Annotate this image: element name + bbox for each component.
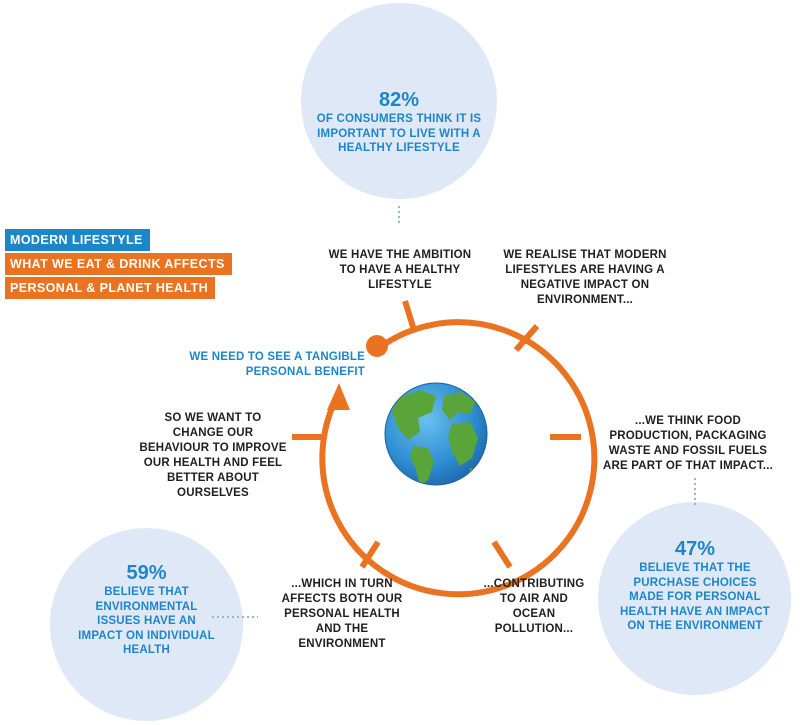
tag-what-we-eat: WHAT WE EAT & DRINK AFFECTS bbox=[5, 253, 232, 275]
dotted-connectors bbox=[212, 206, 696, 618]
benefit-text: WE NEED TO SEE A TANGIBLE PERSONAL BENEF… bbox=[189, 351, 365, 378]
stat-right: 47% BELIEVE THAT THE PURCHASE CHOICES MA… bbox=[609, 537, 781, 634]
tag-personal-planet: PERSONAL & PLANET HEALTH bbox=[5, 277, 216, 299]
stat-bubble-top bbox=[301, 3, 497, 199]
step-change: SO WE WANT TO CHANGE OUR BEHAVIOUR TO IM… bbox=[139, 412, 287, 499]
step-think: ...WE THINK FOOD PRODUCTION, PACKAGING W… bbox=[602, 415, 774, 472]
cycle-spokes bbox=[292, 300, 581, 569]
stat-top: 82% OF CONSUMERS THINK IT IS IMPORTANT T… bbox=[305, 88, 493, 156]
spoke-affects bbox=[359, 540, 381, 569]
stat-right-text: BELIEVE THAT THE PURCHASE CHOICES MADE F… bbox=[619, 562, 771, 632]
start-dot-icon bbox=[366, 335, 388, 357]
stat-right-percent: 47% bbox=[674, 538, 716, 560]
tag-modern-lifestyle: MODERN LIFESTYLE bbox=[5, 229, 150, 251]
stat-left: 59% BELIEVE THAT ENVIRONMENTAL ISSUES HA… bbox=[64, 561, 229, 658]
stat-bubble-left bbox=[50, 528, 243, 721]
stat-top-percent: 82% bbox=[378, 89, 420, 111]
step-contributing: ...CONTRIBUTING TO AIR AND OCEAN POLLUTI… bbox=[483, 578, 585, 635]
step-realise: WE REALISE THAT MODERN LIFESTYLES ARE HA… bbox=[503, 249, 667, 306]
arrow-head-icon bbox=[327, 383, 350, 410]
stat-left-text: BELIEVE THAT ENVIRONMENTAL ISSUES HAVE A… bbox=[78, 586, 215, 656]
stat-top-text: OF CONSUMERS THINK IT IS IMPORTANT TO LI… bbox=[316, 113, 482, 154]
earth-globe-icon bbox=[384, 382, 488, 486]
step-affects: ...WHICH IN TURN AFFECTS BOTH OUR PERSON… bbox=[281, 578, 403, 650]
stat-bubble-right bbox=[598, 502, 791, 695]
step-ambition: WE HAVE THE AMBITION TO HAVE A HEALTHY L… bbox=[328, 249, 472, 291]
cycle-ring bbox=[319, 319, 598, 598]
stat-left-percent: 59% bbox=[126, 562, 167, 584]
spoke-realise bbox=[513, 324, 540, 352]
spoke-ambition bbox=[402, 300, 417, 331]
spoke-contributing bbox=[491, 540, 513, 569]
